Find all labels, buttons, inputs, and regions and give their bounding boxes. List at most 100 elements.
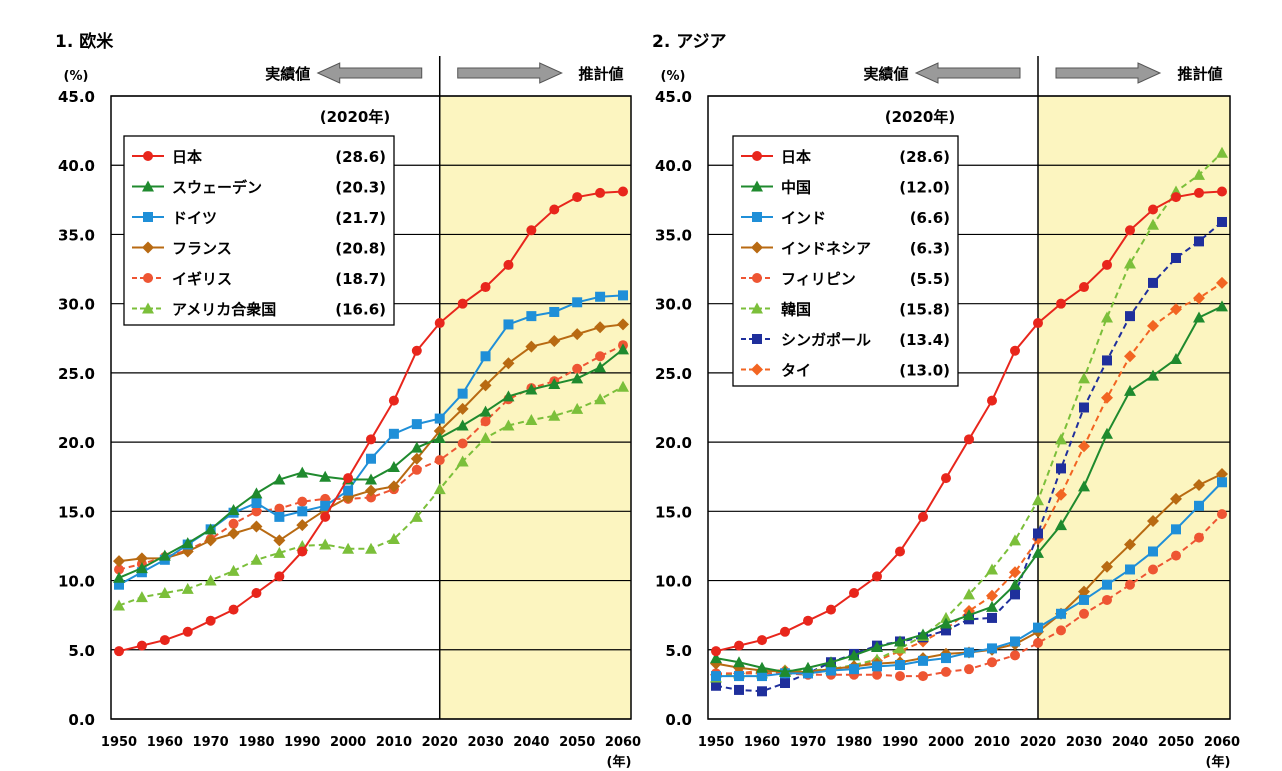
data-point [1101,427,1113,439]
data-point [1056,625,1066,636]
x-tick-label: 1950 [698,735,734,750]
x-tick-label: 1950 [101,735,137,750]
series-line [715,152,1223,679]
data-point [780,626,790,637]
legend-value: (20.3) [335,179,386,197]
data-point [595,351,606,362]
data-point [1216,276,1228,289]
data-point [456,402,469,415]
data-point [1079,402,1089,413]
data-point [181,582,194,594]
data-point [849,588,859,599]
data-point [941,473,951,484]
data-point [410,452,423,465]
legend-label: 韓国 [781,301,811,319]
projected-label: 推計値 [1177,65,1222,83]
data-point [572,297,583,308]
y-unit-label: (%) [64,69,89,84]
data-point [366,453,376,464]
legend-marker [142,241,154,254]
data-point [456,455,469,467]
data-point [1193,311,1205,323]
data-point [251,498,262,509]
actual-label: 実績値 [265,65,310,83]
data-point [987,612,997,623]
data-point [365,542,377,554]
data-point [1171,252,1181,263]
data-point [710,652,722,664]
legend-label: フィリピン [781,270,856,288]
data-point [433,431,446,443]
data-point [1033,528,1043,539]
y-tick-label: 5.0 [665,642,692,660]
data-point [940,617,952,629]
x-unit-label: (年) [1206,754,1231,770]
y-tick-label: 30.0 [655,296,692,314]
legend-item: 日本 (28.6) [132,148,386,166]
data-point [319,538,332,550]
data-point [1101,311,1113,323]
x-tick-label: 2050 [1158,735,1194,750]
data-point [227,564,240,576]
data-point [734,671,744,682]
legend-value: (6.3) [910,240,950,258]
data-point [1125,564,1135,575]
data-point [365,473,377,485]
data-point [1010,345,1020,356]
x-tick-label: 2060 [605,735,641,750]
x-tick-label: 1970 [790,735,826,750]
data-point [711,646,721,657]
data-point [411,464,422,475]
legend-marker [752,334,762,344]
data-point [918,655,928,666]
data-point [410,441,423,453]
legend-marker [142,180,154,192]
data-point [1124,538,1136,551]
data-point [1124,350,1136,363]
data-point [525,413,538,425]
data-point [319,470,332,482]
projection-region [1038,96,1230,719]
data-point [1148,564,1158,575]
data-point [457,388,468,399]
data-point [1170,492,1182,505]
x-tick-label: 1980 [836,735,872,750]
legend-marker [751,363,763,376]
data-point [548,409,561,421]
data-point [227,527,240,540]
legend-value: (28.6) [899,148,950,166]
data-point [871,641,883,653]
data-point [136,640,147,651]
legend-marker [752,273,762,283]
data-point [113,571,125,583]
data-point [1171,524,1181,535]
data-point [571,328,584,341]
series-0 [711,186,1227,657]
data-point [1078,440,1090,453]
series-line [118,344,624,571]
data-point [1055,433,1067,445]
data-point [940,611,952,623]
x-tick-label: 2020 [1020,735,1056,750]
data-point [918,671,928,682]
legend-label: 中国 [781,179,811,197]
data-point [1148,204,1158,215]
data-point [757,671,767,682]
data-point [503,259,514,270]
data-point [1102,355,1112,366]
data-point [1056,463,1066,474]
data-point [1147,515,1159,528]
data-point [1147,369,1159,381]
data-point [158,549,171,561]
data-point [480,282,491,293]
data-point [963,588,975,600]
data-point [986,600,998,612]
right-arrow-icon [457,62,563,84]
x-tick-label: 2040 [513,735,549,750]
series-1 [710,300,1228,677]
y-tick-label: 45.0 [655,88,692,106]
data-point [826,665,836,676]
data-point [366,492,376,503]
data-point [296,466,309,478]
data-point [274,511,285,522]
